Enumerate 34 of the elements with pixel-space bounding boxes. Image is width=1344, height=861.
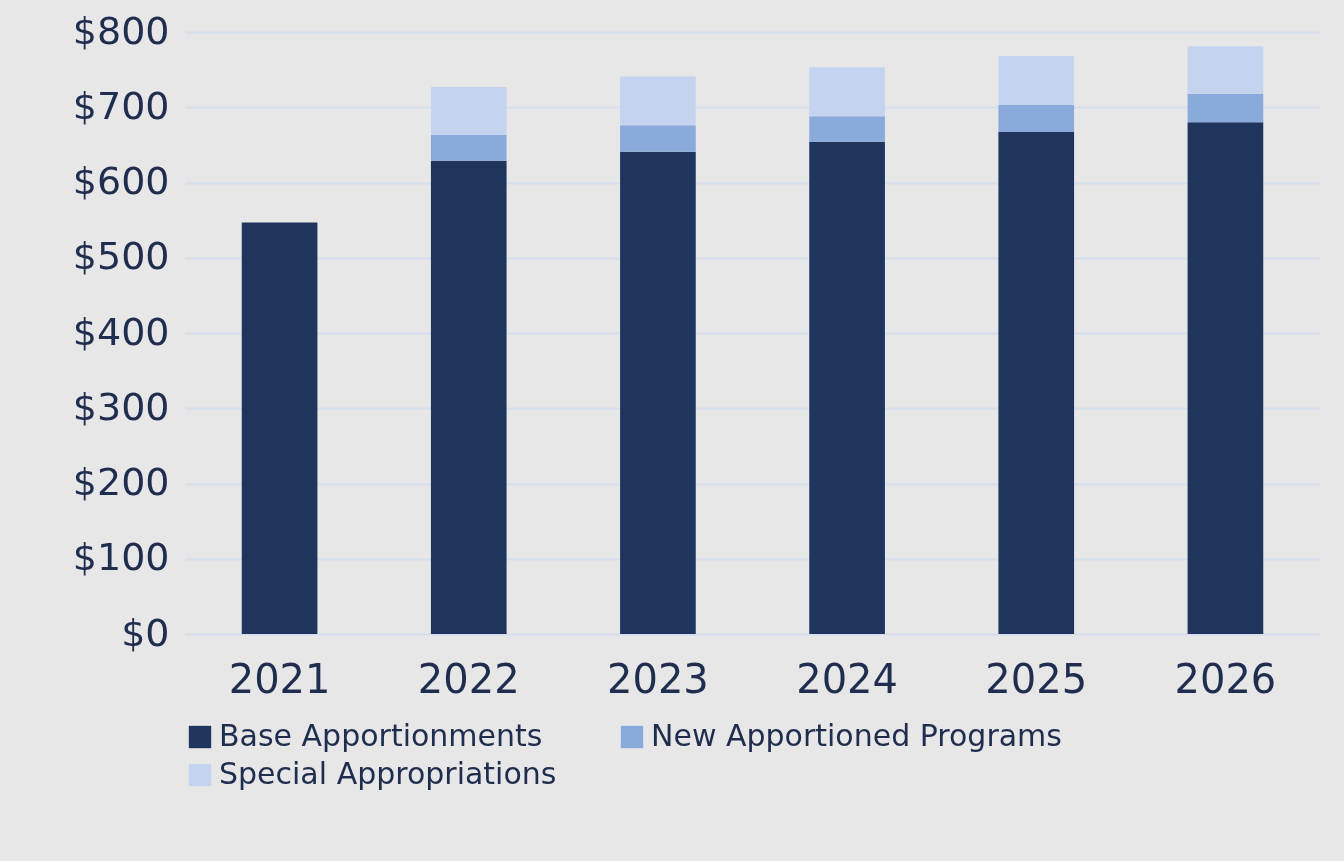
y-tick-label: $700	[72, 83, 170, 128]
bar	[620, 76, 696, 126]
bar	[998, 132, 1075, 634]
bar	[809, 116, 885, 142]
bar	[430, 86, 507, 136]
x-tick-label: 2022	[417, 655, 520, 702]
x-tick-label: 2021	[228, 655, 331, 702]
x-tick-label: 2025	[985, 655, 1088, 702]
y-tick-label: $100	[72, 535, 170, 580]
x-tick-label: 2026	[1174, 655, 1277, 702]
bar	[620, 151, 696, 634]
bar	[620, 125, 696, 152]
legend-label: Special Appropriations	[219, 756, 557, 791]
y-tick-label: $300	[72, 384, 170, 429]
bar	[998, 104, 1075, 133]
bar	[809, 141, 885, 634]
bar	[1187, 93, 1264, 123]
bar	[430, 160, 507, 634]
bar	[809, 67, 885, 117]
y-tick-label: $400	[72, 309, 170, 354]
bar	[1187, 46, 1264, 94]
y-tick-label: $0	[121, 610, 170, 655]
bar	[241, 222, 318, 634]
bar	[998, 56, 1075, 105]
bar	[430, 135, 507, 161]
y-tick-label: $200	[72, 460, 170, 504]
bar	[1187, 122, 1264, 634]
x-tick-label: 2024	[796, 655, 898, 702]
legend-label: New Apportioned Programs	[651, 718, 1062, 753]
y-tick-label: $500	[72, 234, 170, 279]
y-tick-label: $800	[72, 8, 170, 53]
y-tick-label: $600	[72, 159, 170, 203]
legend-label: Base Apportionments	[219, 718, 543, 753]
x-tick-label: 2023	[607, 655, 709, 702]
